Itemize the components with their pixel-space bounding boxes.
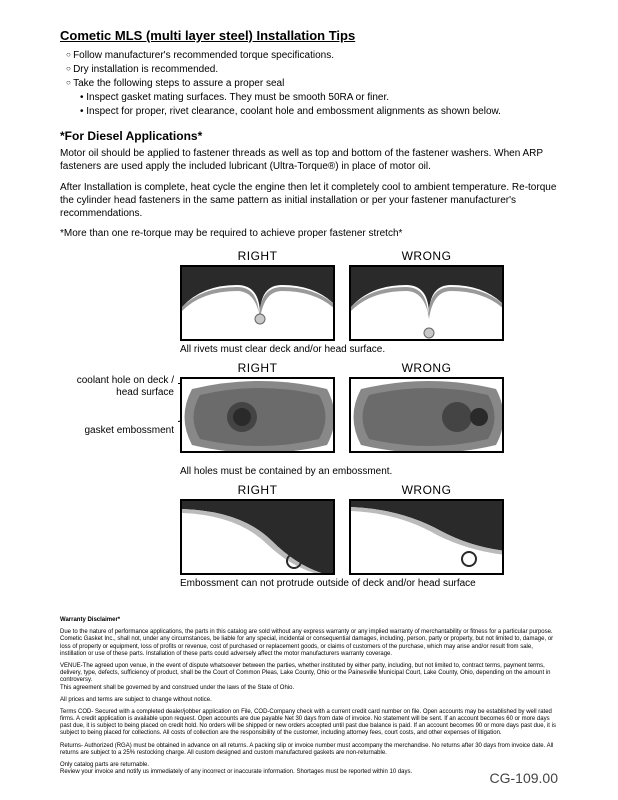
diesel-heading: *For Diesel Applications* <box>60 129 558 143</box>
warranty-disclaimer: Warranty Disclaimer* Due to the nature o… <box>60 617 558 776</box>
coolant-hole-label: coolant hole on deck / head surface <box>60 375 174 399</box>
disclaimer-text: Only catalog parts are returnable.Review… <box>60 762 558 776</box>
diesel-paragraph: After Installation is complete, heat cyc… <box>60 181 558 220</box>
diagram-frame-wrong <box>349 499 504 575</box>
gasket-embossment-label: gasket embossment <box>60 425 174 437</box>
diagram-caption: All holes must be contained by an emboss… <box>180 466 510 477</box>
right-label: RIGHT <box>180 249 335 263</box>
diagram-caption: Embossment can not protrude outside of d… <box>180 578 510 589</box>
wrong-label: WRONG <box>349 483 504 497</box>
diagram-holes: coolant hole on deck / head surface gask… <box>60 361 558 477</box>
disclaimer-heading: Warranty Disclaimer* <box>60 617 558 624</box>
wrong-label: WRONG <box>349 249 504 263</box>
diagram-frame-right <box>180 377 335 453</box>
diesel-paragraph: Motor oil should be applied to fastener … <box>60 147 558 173</box>
sub-bullet-item: Inspect for proper, rivet clearance, coo… <box>60 105 558 119</box>
sub-bullet-item: Inspect gasket mating surfaces. They mus… <box>60 91 558 105</box>
bullet-item: Dry installation is recommended. <box>60 63 558 77</box>
bullet-list: Follow manufacturer's recommended torque… <box>60 49 558 119</box>
diagram-frame-right <box>180 265 335 341</box>
disclaimer-text: Terms COD- Secured with a completed deal… <box>60 709 558 738</box>
disclaimer-text: Returns- Authorized (RGA) must be obtain… <box>60 743 558 757</box>
bullet-item: Follow manufacturer's recommended torque… <box>60 49 558 63</box>
diagram-embossment: RIGHT WRONG <box>60 483 558 589</box>
disclaimer-text: All prices and terms are subject to chan… <box>60 697 558 704</box>
diagram-frame-wrong <box>349 377 504 453</box>
wrong-label: WRONG <box>349 361 504 375</box>
page-number: CG-109.00 <box>490 770 558 786</box>
diagram-frame-wrong <box>349 265 504 341</box>
disclaimer-text: VENUE-The agreed upon venue, in the even… <box>60 663 558 692</box>
diagram-frame-right <box>180 499 335 575</box>
right-label: RIGHT <box>180 483 335 497</box>
diagram-caption: All rivets must clear deck and/or head s… <box>180 344 510 355</box>
bullet-item: Take the following steps to assure a pro… <box>60 77 558 91</box>
diagram-rivets: RIGHT WRONG <box>60 249 558 355</box>
page-title: Cometic MLS (multi layer steel) Installa… <box>60 28 558 43</box>
disclaimer-text: Due to the nature of performance applica… <box>60 629 558 658</box>
diesel-note: *More than one re-torque may be required… <box>60 228 558 239</box>
right-label: RIGHT <box>180 361 335 375</box>
